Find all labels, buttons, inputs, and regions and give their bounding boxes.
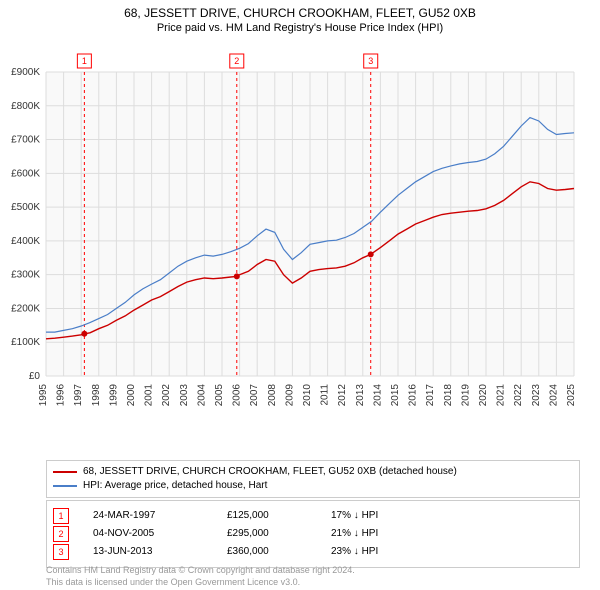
sale-price: £125,000 (227, 507, 307, 525)
svg-text:2008: 2008 (267, 384, 278, 407)
sale-row: 3 13-JUN-2013 £360,000 23% ↓ HPI (53, 543, 573, 561)
svg-text:£400K: £400K (11, 236, 40, 247)
svg-text:2020: 2020 (478, 384, 489, 407)
svg-text:£700K: £700K (11, 135, 40, 146)
sale-price: £360,000 (227, 543, 307, 561)
svg-text:2023: 2023 (531, 384, 542, 407)
attribution-line2: This data is licensed under the Open Gov… (46, 576, 580, 588)
svg-text:2025: 2025 (566, 384, 577, 407)
svg-text:1997: 1997 (73, 384, 84, 407)
svg-text:2: 2 (234, 56, 239, 66)
legend-row: 68, JESSETT DRIVE, CHURCH CROOKHAM, FLEE… (53, 465, 573, 479)
svg-text:2007: 2007 (249, 384, 260, 407)
svg-text:2017: 2017 (425, 384, 436, 407)
svg-text:2021: 2021 (496, 384, 507, 407)
svg-text:2011: 2011 (320, 384, 331, 406)
svg-text:2016: 2016 (408, 384, 419, 407)
svg-text:2000: 2000 (126, 384, 137, 407)
svg-text:£0: £0 (29, 371, 41, 382)
svg-text:1998: 1998 (91, 384, 102, 407)
svg-text:2009: 2009 (284, 384, 295, 407)
sale-price: £295,000 (227, 525, 307, 543)
svg-text:2003: 2003 (179, 384, 190, 407)
sale-diff: 23% ↓ HPI (331, 543, 421, 561)
svg-text:2012: 2012 (337, 384, 348, 407)
sale-diff: 17% ↓ HPI (331, 507, 421, 525)
svg-text:£100K: £100K (11, 337, 40, 348)
svg-text:2005: 2005 (214, 384, 225, 407)
svg-text:2022: 2022 (513, 384, 524, 407)
svg-text:2014: 2014 (372, 384, 383, 407)
svg-text:2006: 2006 (232, 384, 243, 407)
svg-text:£300K: £300K (11, 270, 40, 281)
chart-subtitle: Price paid vs. HM Land Registry's House … (0, 22, 600, 34)
sale-date: 13-JUN-2013 (93, 543, 203, 561)
chart-title: 68, JESSETT DRIVE, CHURCH CROOKHAM, FLEE… (0, 0, 600, 20)
svg-text:2019: 2019 (460, 384, 471, 407)
attribution-line1: Contains HM Land Registry data © Crown c… (46, 564, 580, 576)
svg-text:1: 1 (82, 56, 87, 66)
svg-text:£800K: £800K (11, 101, 40, 112)
sale-marker: 2 (53, 526, 69, 542)
sale-marker: 1 (53, 508, 69, 524)
legend-label: 68, JESSETT DRIVE, CHURCH CROOKHAM, FLEE… (83, 465, 457, 479)
svg-text:2004: 2004 (196, 384, 207, 407)
svg-text:£500K: £500K (11, 202, 40, 213)
sale-row: 1 24-MAR-1997 £125,000 17% ↓ HPI (53, 507, 573, 525)
svg-text:£200K: £200K (11, 303, 40, 314)
sale-date: 24-MAR-1997 (93, 507, 203, 525)
sale-row: 2 04-NOV-2005 £295,000 21% ↓ HPI (53, 525, 573, 543)
svg-text:2010: 2010 (302, 384, 313, 407)
legend-box: 68, JESSETT DRIVE, CHURCH CROOKHAM, FLEE… (46, 460, 580, 498)
svg-text:£900K: £900K (11, 67, 40, 78)
price-chart: £0£100K£200K£300K£400K£500K£600K£700K£80… (46, 44, 580, 424)
svg-text:2013: 2013 (355, 384, 366, 407)
svg-text:2024: 2024 (548, 384, 559, 407)
attribution: Contains HM Land Registry data © Crown c… (46, 564, 580, 588)
svg-text:2001: 2001 (144, 384, 155, 407)
svg-text:2002: 2002 (161, 384, 172, 407)
svg-text:3: 3 (368, 56, 373, 66)
svg-text:1996: 1996 (56, 384, 67, 407)
legend-row: HPI: Average price, detached house, Hart (53, 479, 573, 493)
sale-diff: 21% ↓ HPI (331, 525, 421, 543)
svg-text:2015: 2015 (390, 384, 401, 407)
sale-date: 04-NOV-2005 (93, 525, 203, 543)
svg-text:1995: 1995 (38, 384, 49, 407)
legend-swatch (53, 471, 77, 473)
svg-text:1999: 1999 (108, 384, 119, 407)
svg-text:£600K: £600K (11, 168, 40, 179)
legend-label: HPI: Average price, detached house, Hart (83, 479, 267, 493)
sales-box: 1 24-MAR-1997 £125,000 17% ↓ HPI 2 04-NOV-200… (46, 500, 580, 568)
svg-text:2018: 2018 (443, 384, 454, 407)
legend-swatch (53, 485, 77, 487)
chart-container: 68, JESSETT DRIVE, CHURCH CROOKHAM, FLEE… (0, 0, 600, 590)
sale-marker: 3 (53, 544, 69, 560)
